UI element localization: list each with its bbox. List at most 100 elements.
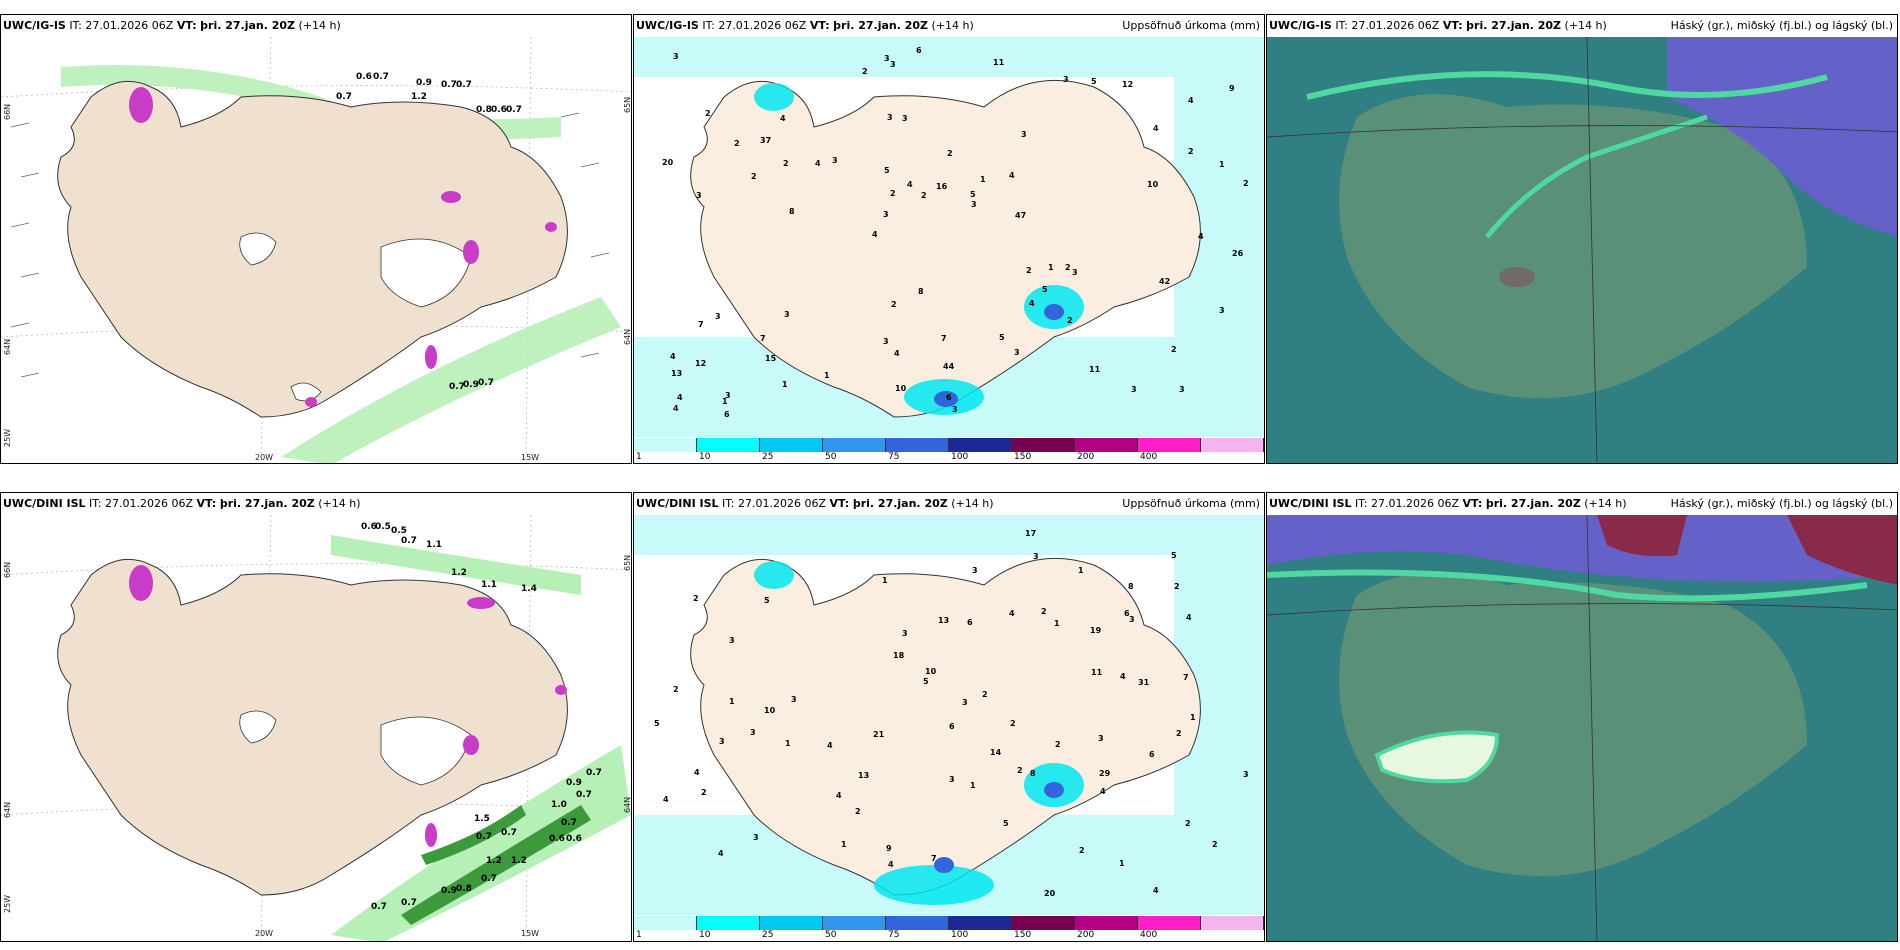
precip-value-label: 16	[936, 182, 948, 191]
colorbar-segment	[949, 438, 1012, 452]
precip-value-label: 2	[1026, 266, 1032, 275]
precip-value-label: 4	[827, 741, 833, 750]
precip-value-label: 1	[980, 175, 986, 184]
precip-value-label: 11	[1091, 668, 1103, 677]
precip-value-label: 29	[1099, 769, 1111, 778]
value-label: 1.2	[451, 568, 467, 578]
lead-time: (+14 h)	[1564, 19, 1607, 32]
precip-value-label: 1	[1048, 263, 1054, 272]
colorbar-segment	[1201, 916, 1264, 930]
precip-value-label: 2	[891, 300, 897, 309]
precip-value-label: 4	[1153, 124, 1159, 133]
lat-label: 64N	[3, 801, 12, 818]
precip-colorbar: 1 10 25 50 75 100 150 200 400	[634, 915, 1264, 941]
panel-clouds-igis: UWC/IG-IS IT: 27.01.2026 06Z VT: þri. 27…	[1266, 14, 1898, 464]
iceland-landmass	[690, 79, 1201, 418]
precip-value-label: 2	[1243, 179, 1249, 188]
value-label: 0.7	[481, 874, 497, 884]
precip-value-label: 1	[1078, 566, 1084, 575]
precip-value-label: 5	[923, 677, 929, 686]
precip-value-label: 20	[1044, 889, 1056, 898]
precip-value-label: 4	[1029, 299, 1035, 308]
colorbar-segment	[1012, 916, 1075, 930]
colorbar-tick: 100	[951, 452, 969, 462]
wind-map: 0.6 0.7 0.7 0.9 0.7 0.7 1.2 0.8 0.6 0.7 …	[1, 37, 631, 463]
colorbar-segment	[1138, 916, 1201, 930]
precip-value-label: 1	[1190, 713, 1196, 722]
precip-value-label: 13	[671, 369, 682, 378]
precip-value-label: 8	[918, 287, 924, 296]
value-label: 0.7	[441, 80, 457, 90]
precip-value-label: 4	[1188, 96, 1194, 105]
precip-value-label: 4	[1186, 613, 1192, 622]
precip-value-label: 31	[1138, 678, 1150, 687]
valid-label: VT:	[176, 19, 197, 32]
precip-value-label: 2	[855, 807, 861, 816]
valid-label: VT:	[809, 19, 830, 32]
value-label: 0.7	[501, 828, 517, 838]
colorbar-segment	[760, 438, 823, 452]
precip-value-label: 2	[1212, 840, 1218, 849]
precip-value-label: 12	[1122, 80, 1133, 89]
precip-value-label: 9	[1229, 84, 1235, 93]
precip-value-label: 1	[729, 697, 735, 706]
colorbar-tick: 200	[1077, 930, 1095, 940]
init-time: IT: 27.01.2026 06Z	[89, 497, 194, 510]
colorbar-segment	[697, 438, 760, 452]
valid-label: VT:	[1442, 19, 1463, 32]
precip-value-label: 3	[1243, 770, 1249, 779]
iceland-landmass	[57, 80, 568, 418]
colorbar-segment	[886, 438, 949, 452]
precip-value-label: 3	[719, 737, 725, 746]
value-label: 0.5	[391, 526, 407, 536]
lat-label: 64N	[623, 796, 632, 813]
precip-value-label: 6	[946, 393, 952, 402]
value-label: 0.9	[416, 78, 432, 88]
colorbar-segment	[760, 916, 823, 930]
precip-value-label: 4	[815, 159, 821, 168]
value-label: 1.4	[521, 584, 537, 594]
precip-value-label: 4	[780, 114, 786, 123]
precip-value-label: 19	[1090, 626, 1102, 635]
value-label: 0.6	[491, 105, 507, 115]
precip-value-label: 2	[1041, 607, 1047, 616]
value-label: 0.6	[361, 522, 377, 532]
panel-header: UWC/IG-IS IT: 27.01.2026 06Z VT: þri. 27…	[634, 15, 1264, 37]
precip-value-label: 47	[1015, 211, 1026, 220]
precip-value-label: 3	[883, 337, 889, 346]
precip-value-label: 3	[1063, 75, 1069, 84]
precip-value-label: 3	[972, 566, 978, 575]
precip-value-label: 10	[895, 384, 907, 393]
colorbar-tick: 150	[1014, 930, 1032, 940]
colorbar-tick: 75	[888, 452, 900, 462]
precip-value-label: 13	[938, 616, 949, 625]
model-name: UWC/IG-IS	[3, 19, 66, 32]
precip-value-label: 15	[765, 354, 777, 363]
colorbar-tick: 400	[1140, 452, 1158, 462]
precip-value-label: 3	[784, 310, 790, 319]
precip-value-label: 5	[1091, 77, 1097, 86]
value-label: 1.2	[411, 92, 427, 102]
precip-value-label: 5	[970, 190, 976, 199]
precip-value-label: 2	[673, 685, 679, 694]
precip-value-label: 5	[1003, 819, 1009, 828]
precip-value-label: 5	[654, 719, 660, 728]
value-label: 1.0	[551, 800, 567, 810]
precip-value-label: 11	[993, 58, 1005, 67]
precip-value-label: 2	[1055, 740, 1061, 749]
precip-value-label: 5	[884, 166, 890, 175]
precip-value-label: 37	[760, 136, 771, 145]
precip-value-label: 4	[718, 849, 724, 858]
valid-label: VT:	[829, 497, 850, 510]
precip-value-label: 14	[990, 748, 1002, 757]
precip-value-label: 2	[783, 159, 789, 168]
precip-value-label: 20	[662, 158, 674, 167]
lead-time: (+14 h)	[1584, 497, 1627, 510]
init-time: IT: 27.01.2026 06Z	[1335, 19, 1440, 32]
precip-value-label: 3	[729, 636, 735, 645]
value-label: 0.7	[456, 80, 472, 90]
panel-title: Uppsöfnuð úrkoma (mm)	[1122, 497, 1260, 510]
colorbar-segment	[1075, 438, 1138, 452]
precip-value-label: 5	[764, 596, 770, 605]
value-label: 1.5	[474, 814, 490, 824]
